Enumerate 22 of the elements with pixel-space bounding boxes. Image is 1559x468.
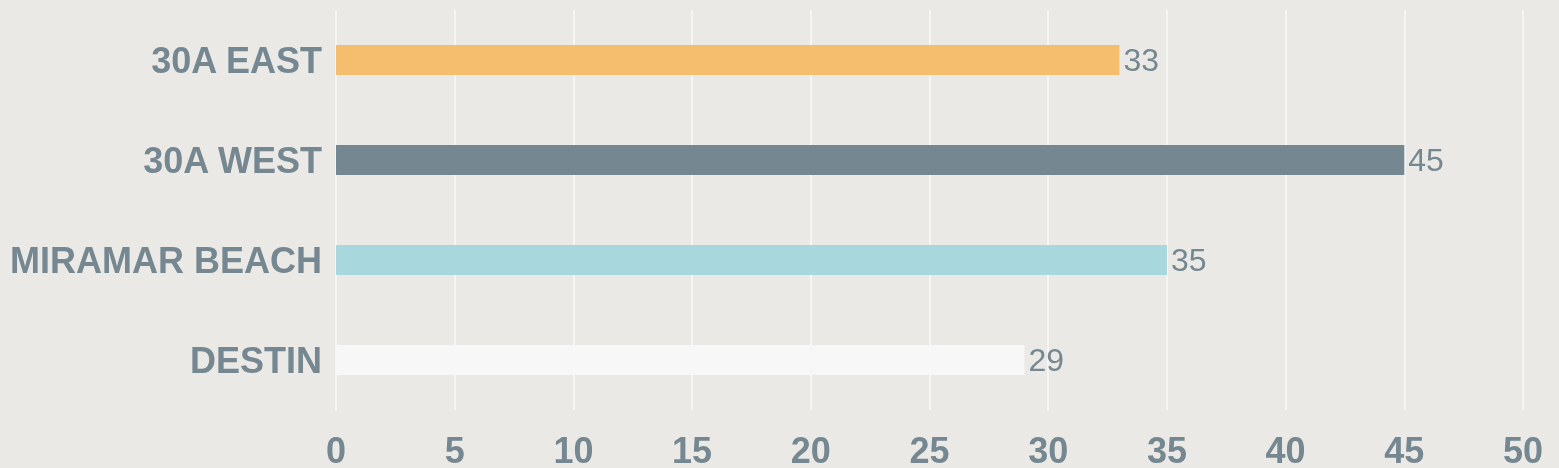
x-tick-label: 25 [909, 429, 950, 468]
data-label: 35 [1170, 242, 1207, 278]
y-tick-label: MIRAMAR BEACH [10, 239, 322, 281]
bar [336, 245, 1167, 275]
y-tick-label: DESTIN [189, 339, 322, 381]
x-tick-label: 5 [444, 429, 465, 468]
x-tick-label: 15 [672, 429, 713, 468]
data-label: 29 [1028, 342, 1065, 378]
x-tick-label: 0 [325, 429, 347, 468]
x-tick-label: 10 [553, 429, 594, 468]
data-label: 33 [1123, 42, 1160, 78]
x-tick-label: 40 [1265, 429, 1306, 468]
x-tick-label: 50 [1502, 429, 1544, 468]
data-label: 45 [1408, 142, 1444, 178]
bar [336, 45, 1120, 75]
x-tick-label: 35 [1146, 429, 1187, 468]
y-tick-label: 30A WEST [143, 139, 323, 181]
x-tick-label: 20 [790, 429, 831, 468]
bar [336, 145, 1405, 175]
x-tick-label: 30 [1028, 429, 1069, 468]
y-tick-label: 30A EAST [151, 39, 323, 81]
x-tick-label: 45 [1384, 429, 1425, 468]
